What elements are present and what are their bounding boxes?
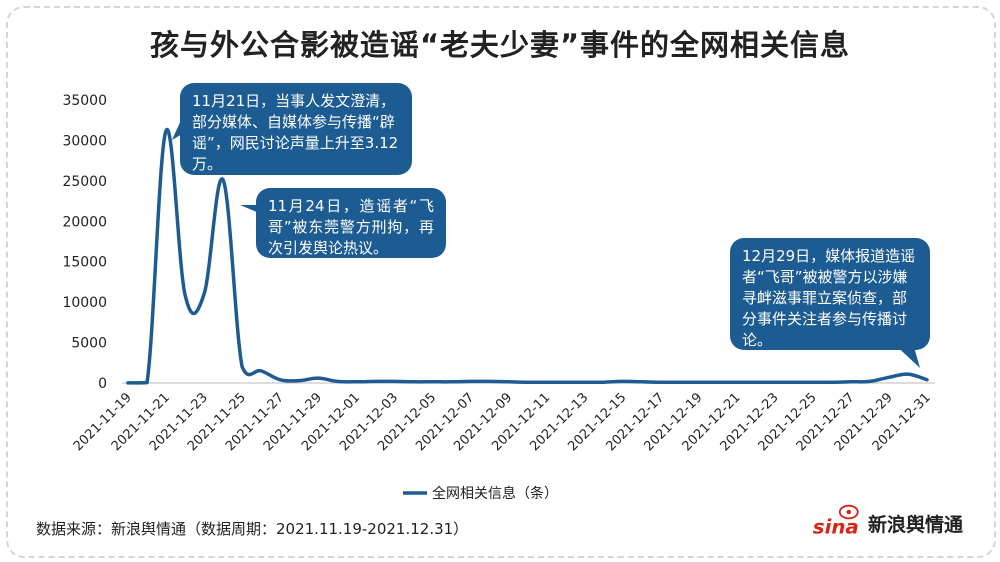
legend: 全网相关信息（条） [403,485,558,502]
sina-logo-icon: sina [813,504,859,539]
y-tick-label: 15000 [62,255,107,271]
y-tick-label: 0 [98,376,107,392]
data-source: 数据来源：新浪舆情通（数据周期：2021.11.19-2021.12.31） [36,520,469,538]
callout-2: 11月24日，造谣者“飞哥”被东莞警方刑拘，再次引发舆论热议。 [256,188,446,258]
callout-1: 11月21日，当事人发文澄清，部分媒体、自媒体参与传播“辟谣”，网民讨论声量上升… [180,83,412,175]
legend-label: 全网相关信息（条） [432,485,558,502]
callout-3: 12月29日，媒体报道造谣者“飞哥”被被警方以涉嫌寻衅滋事罪立案侦查，部分事件关… [730,238,930,350]
y-tick-label: 25000 [62,174,107,190]
y-tick-label: 30000 [62,133,107,149]
brand-name: 新浪舆情通 [868,514,964,536]
sina-logo-glyph: sina [813,516,859,539]
y-tick-label: 10000 [62,295,107,311]
series-line [126,127,929,385]
y-tick-label: 35000 [62,93,107,109]
chart-title: 孩与外公合影被造谣“老夫少妻”事件的全网相关信息 [149,28,851,62]
y-tick-label: 20000 [62,214,107,230]
y-tick-label: 5000 [71,336,107,352]
x-axis: 2021-11-192021-11-212021-11-232021-11-25… [71,382,935,454]
y-axis: 0 5000 10000 15000 20000 25000 30000 35000 [62,93,107,392]
